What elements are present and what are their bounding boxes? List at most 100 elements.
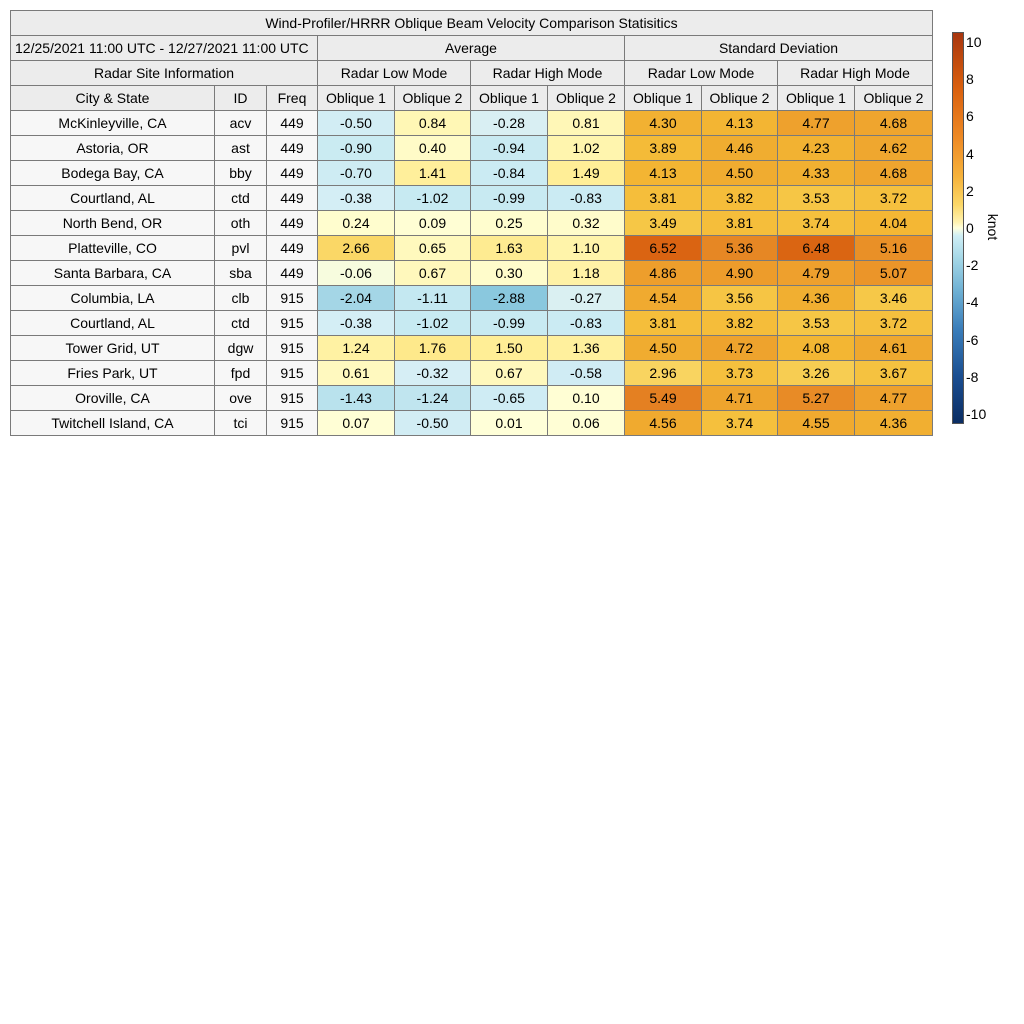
site-freq-cell: 915 <box>266 335 318 361</box>
value-cell: -1.11 <box>394 285 471 311</box>
colorbar <box>952 32 964 424</box>
value-cell: 5.49 <box>624 385 702 411</box>
colorbar-tick-label: -6 <box>966 331 979 348</box>
value-cell: 3.82 <box>701 185 778 211</box>
value-cell: 0.10 <box>547 385 625 411</box>
table-row: McKinleyville, CA acv 449 -0.50 0.84 -0.28 0.8… <box>10 110 933 136</box>
site-id-cell: oth <box>214 210 267 236</box>
value-cell: -0.50 <box>394 410 471 436</box>
value-cell: 3.89 <box>624 135 702 161</box>
value-cell: 1.76 <box>394 335 471 361</box>
value-cell: 4.68 <box>854 110 933 136</box>
value-cell: 0.01 <box>470 410 548 436</box>
value-cell: 4.90 <box>701 260 778 286</box>
site-id-cell: ctd <box>214 310 267 336</box>
table-row: Courtland, AL ctd 915 -0.38 -1.02 -0.99 -0.83 3… <box>10 310 933 336</box>
value-cell: 0.84 <box>394 110 471 136</box>
value-cell: 4.55 <box>777 410 855 436</box>
value-cell: 4.08 <box>777 335 855 361</box>
value-cell: 4.77 <box>854 385 933 411</box>
value-cell: 4.72 <box>701 335 778 361</box>
value-cell: 1.50 <box>470 335 548 361</box>
std-low-oblique1-header: Oblique 1 <box>624 85 702 111</box>
value-cell: 4.50 <box>624 335 702 361</box>
value-cell: 0.30 <box>470 260 548 286</box>
value-cell: 4.36 <box>854 410 933 436</box>
table-row: Bodega Bay, CA bby 449 -0.70 1.41 -0.84 1.49 4.… <box>10 160 933 186</box>
site-name-cell: Fries Park, UT <box>10 360 215 386</box>
value-cell: -0.28 <box>470 110 548 136</box>
average-header: Average <box>317 35 625 61</box>
value-cell: 4.30 <box>624 110 702 136</box>
table-title: Wind-Profiler/HRRR Oblique Beam Velocity… <box>10 10 933 36</box>
value-cell: 3.74 <box>701 410 778 436</box>
value-cell: 4.62 <box>854 135 933 161</box>
value-cell: -0.38 <box>317 185 395 211</box>
colorbar-tick-label: -2 <box>966 257 979 274</box>
stats-table: Wind-Profiler/HRRR Oblique Beam Velocity… <box>10 10 933 436</box>
site-name-cell: Courtland, AL <box>10 185 215 211</box>
value-cell: 4.13 <box>701 110 778 136</box>
table-row: Fries Park, UT fpd 915 0.61 -0.32 0.67 -0.58 2.… <box>10 360 933 386</box>
site-freq-cell: 449 <box>266 210 318 236</box>
value-cell: 4.46 <box>701 135 778 161</box>
value-cell: 6.52 <box>624 235 702 261</box>
std-high-oblique1-header: Oblique 1 <box>777 85 855 111</box>
site-id-cell: pvl <box>214 235 267 261</box>
value-cell: -0.58 <box>547 360 625 386</box>
table-row: Columbia, LA clb 915 -2.04 -1.11 -2.88 -0.27 4.… <box>10 285 933 311</box>
table-row: Platteville, CO pvl 449 2.66 0.65 1.63 1.10 6.5… <box>10 235 933 261</box>
value-cell: 3.72 <box>854 310 933 336</box>
value-cell: 4.68 <box>854 160 933 186</box>
colorbar-label: knot <box>985 213 1001 241</box>
value-cell: -0.70 <box>317 160 395 186</box>
colorbar-tick-label: 0 <box>966 220 974 236</box>
value-cell: 1.18 <box>547 260 625 286</box>
value-cell: 4.54 <box>624 285 702 311</box>
avg-low-mode-header: Radar Low Mode <box>317 60 471 86</box>
table-row: Twitchell Island, CA tci 915 0.07 -0.50 0.01 0… <box>10 410 933 436</box>
site-freq-cell: 915 <box>266 285 318 311</box>
value-cell: -1.43 <box>317 385 395 411</box>
site-id-cell: bby <box>214 160 267 186</box>
value-cell: 3.53 <box>777 185 855 211</box>
avg-low-oblique2-header: Oblique 2 <box>394 85 471 111</box>
std-low-oblique2-header: Oblique 2 <box>701 85 778 111</box>
value-cell: 0.32 <box>547 210 625 236</box>
value-cell: -0.90 <box>317 135 395 161</box>
city-column-header: City & State <box>10 85 215 111</box>
site-info-header: Radar Site Information <box>10 60 318 86</box>
value-cell: -0.50 <box>317 110 395 136</box>
value-cell: 5.36 <box>701 235 778 261</box>
site-id-cell: ctd <box>214 185 267 211</box>
value-cell: 3.74 <box>777 210 855 236</box>
value-cell: -2.88 <box>470 285 548 311</box>
site-freq-cell: 449 <box>266 160 318 186</box>
value-cell: 1.41 <box>394 160 471 186</box>
site-freq-cell: 915 <box>266 310 318 336</box>
value-cell: 0.24 <box>317 210 395 236</box>
std-low-mode-header: Radar Low Mode <box>624 60 778 86</box>
table-row: Courtland, AL ctd 449 -0.38 -1.02 -0.99 -0.83 3… <box>10 185 933 211</box>
value-cell: 0.67 <box>470 360 548 386</box>
value-cell: 3.81 <box>701 210 778 236</box>
site-name-cell: Courtland, AL <box>10 310 215 336</box>
value-cell: 3.81 <box>624 310 702 336</box>
table-row: Astoria, OR ast 449 -0.90 0.40 -0.94 1.02 3.89 4… <box>10 135 933 161</box>
site-id-cell: acv <box>214 110 267 136</box>
value-cell: 0.07 <box>317 410 395 436</box>
value-cell: -0.99 <box>470 185 548 211</box>
value-cell: 4.61 <box>854 335 933 361</box>
value-cell: 4.04 <box>854 210 933 236</box>
value-cell: 4.77 <box>777 110 855 136</box>
site-id-cell: ove <box>214 385 267 411</box>
value-cell: 1.10 <box>547 235 625 261</box>
site-name-cell: Oroville, CA <box>10 385 215 411</box>
site-id-cell: fpd <box>214 360 267 386</box>
table-row: Oroville, CA ove 915 -1.43 -1.24 -0.65 0.10 5.4… <box>10 385 933 411</box>
value-cell: 3.49 <box>624 210 702 236</box>
value-cell: 4.56 <box>624 410 702 436</box>
value-cell: -0.27 <box>547 285 625 311</box>
value-cell: 1.02 <box>547 135 625 161</box>
value-cell: -1.02 <box>394 185 471 211</box>
